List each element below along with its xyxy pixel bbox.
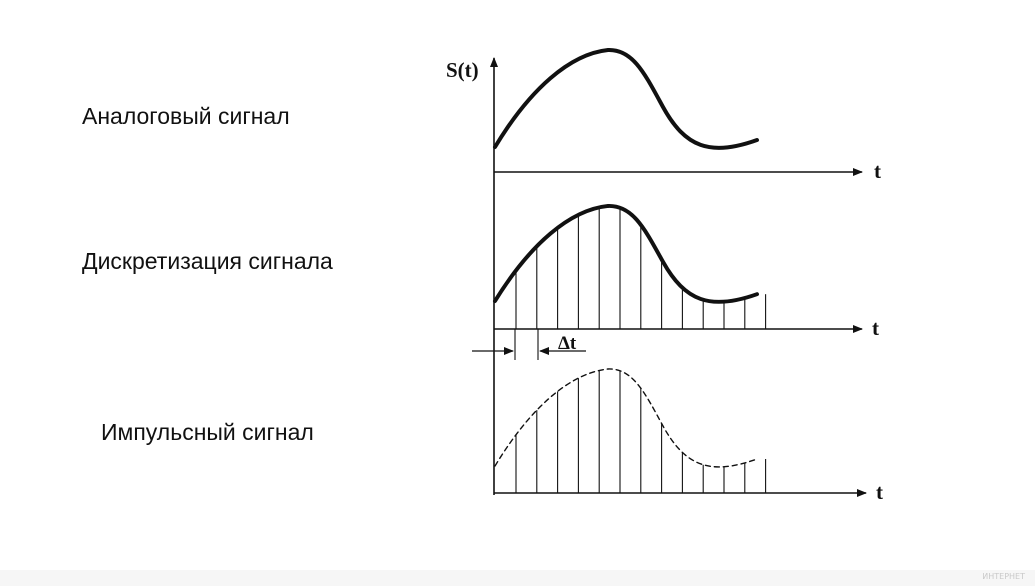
sampled-curve bbox=[493, 204, 759, 304]
signal-sampling-label: Дискретизация сигнала bbox=[82, 248, 333, 274]
x-axis-label-sampling: t bbox=[872, 316, 879, 340]
analog-curve bbox=[493, 47, 759, 150]
delta-t-label: Δt bbox=[558, 333, 577, 354]
watermark: ИНТЕРНЕТ bbox=[982, 572, 1025, 581]
sampled-curve-path bbox=[493, 204, 759, 304]
sampling-lines bbox=[515, 207, 767, 329]
pulse-envelope bbox=[494, 368, 758, 468]
pulse-envelope-path bbox=[494, 368, 758, 468]
pulse-lines bbox=[515, 370, 767, 493]
analog-curve-path bbox=[493, 47, 759, 150]
delta-t-indicator: Δt bbox=[472, 329, 586, 360]
analog-signal-label: Аналоговый сигнал bbox=[82, 103, 290, 129]
x-axis-label-analog: t bbox=[874, 159, 881, 183]
pulse-signal-label: Импульсный сигнал bbox=[101, 419, 314, 445]
y-axis-label: S(t) bbox=[446, 58, 479, 82]
x-axis-label-pulse: t bbox=[876, 480, 883, 504]
bottom-strip bbox=[0, 570, 1035, 586]
